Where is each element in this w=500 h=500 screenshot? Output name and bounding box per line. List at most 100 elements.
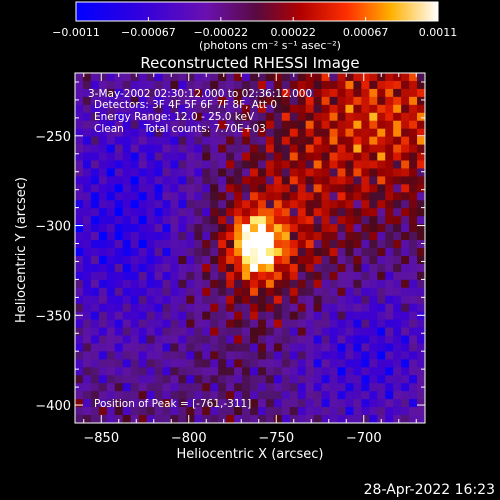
heatmap-cell bbox=[202, 383, 211, 392]
heatmap-cell bbox=[75, 399, 84, 408]
heatmap-cell bbox=[353, 255, 362, 265]
heatmap-cell bbox=[289, 144, 299, 154]
heatmap-cell bbox=[377, 152, 386, 162]
heatmap-cell bbox=[369, 112, 378, 122]
heatmap-cell bbox=[313, 319, 323, 329]
heatmap-cell bbox=[75, 367, 84, 376]
heatmap-cell bbox=[321, 407, 331, 416]
heatmap-cell bbox=[297, 248, 307, 257]
heatmap-cell bbox=[289, 399, 299, 408]
heatmap-cell bbox=[265, 359, 275, 368]
heatmap-cell bbox=[186, 224, 195, 233]
heatmap-cell bbox=[202, 311, 211, 321]
heatmap-cell bbox=[361, 359, 370, 368]
heatmap-cell bbox=[242, 144, 251, 154]
heatmap-cell bbox=[361, 224, 370, 233]
heatmap-cell bbox=[377, 319, 386, 329]
heatmap-cell bbox=[178, 383, 187, 392]
heatmap-cell bbox=[178, 208, 187, 217]
heatmap-cell bbox=[265, 303, 275, 313]
heatmap-cell bbox=[329, 351, 339, 360]
heatmap-cell bbox=[90, 168, 100, 177]
heatmap-cell bbox=[218, 359, 227, 368]
heatmap-cell bbox=[178, 224, 187, 233]
heatmap-cell bbox=[321, 359, 331, 368]
heatmap-cell bbox=[377, 73, 386, 82]
heatmap-cell bbox=[75, 287, 84, 297]
heatmap-cell bbox=[345, 263, 354, 273]
heatmap-cell bbox=[242, 232, 251, 241]
heatmap-cell bbox=[313, 200, 323, 209]
heatmap-cell bbox=[178, 271, 187, 281]
heatmap-cell bbox=[146, 407, 156, 416]
heatmap-cell bbox=[353, 343, 362, 352]
heatmap-cell bbox=[281, 152, 291, 162]
heatmap-cell bbox=[114, 73, 124, 82]
heatmap-cell bbox=[75, 327, 84, 337]
heatmap-cell bbox=[202, 128, 211, 138]
heatmap-cell bbox=[106, 168, 116, 177]
heatmap-cell bbox=[154, 136, 164, 146]
heatmap-cell bbox=[417, 240, 425, 249]
heatmap-cell bbox=[273, 279, 283, 289]
heatmap-cell bbox=[154, 327, 164, 337]
heatmap-cell bbox=[281, 136, 291, 146]
heatmap-cell bbox=[90, 295, 100, 305]
heatmap-cell bbox=[345, 112, 354, 122]
heatmap-cell bbox=[265, 200, 275, 209]
heatmap-cell bbox=[226, 263, 235, 273]
heatmap-cell bbox=[297, 104, 307, 114]
heatmap-cell bbox=[202, 287, 211, 297]
heatmap-cell bbox=[162, 359, 172, 368]
heatmap-cell bbox=[98, 216, 108, 225]
heatmap-cell bbox=[385, 232, 394, 241]
heatmap-cell bbox=[186, 335, 195, 345]
heatmap-cell bbox=[90, 351, 100, 360]
heatmap-cell bbox=[401, 152, 410, 162]
heatmap-cell bbox=[361, 152, 370, 162]
heatmap-cell bbox=[114, 128, 124, 138]
heatmap-cell bbox=[186, 351, 195, 360]
heatmap-cell bbox=[377, 96, 386, 106]
heatmap-cell bbox=[265, 224, 275, 233]
heatmap-cell bbox=[98, 112, 108, 122]
heatmap-cell bbox=[329, 263, 339, 273]
heatmap-cell bbox=[170, 88, 179, 98]
heatmap-cell bbox=[114, 192, 124, 201]
heatmap-cell bbox=[146, 144, 156, 154]
heatmap-cell bbox=[329, 200, 339, 209]
heatmap-cell bbox=[409, 88, 418, 98]
heatmap-cell bbox=[409, 279, 418, 289]
heatmap-cell bbox=[250, 375, 259, 384]
heatmap-cell bbox=[218, 112, 227, 122]
heatmap-cell bbox=[202, 375, 211, 384]
heatmap-cell bbox=[250, 136, 259, 146]
heatmap-cell bbox=[305, 240, 315, 249]
heatmap-cell bbox=[154, 88, 164, 98]
heatmap-cell bbox=[345, 383, 354, 392]
heatmap-cell bbox=[114, 407, 124, 416]
heatmap-cell bbox=[90, 271, 100, 281]
heatmap-cell bbox=[385, 279, 394, 289]
heatmap-cell bbox=[106, 343, 116, 352]
heatmap-cell bbox=[257, 279, 267, 289]
heatmap-cell bbox=[409, 232, 418, 241]
heatmap-cell bbox=[122, 263, 132, 273]
heatmap-cell bbox=[401, 200, 410, 209]
heatmap-cell bbox=[337, 415, 347, 423]
heatmap-cell bbox=[297, 160, 307, 170]
heatmap-cell bbox=[313, 240, 323, 249]
heatmap-cell bbox=[329, 104, 339, 114]
heatmap-cell bbox=[98, 407, 108, 416]
heatmap-cell bbox=[417, 407, 425, 416]
heatmap-cell bbox=[313, 136, 323, 146]
heatmap-cell bbox=[377, 367, 386, 376]
heatmap-cell bbox=[210, 248, 219, 257]
heatmap-cell bbox=[377, 327, 386, 337]
heatmap-cell bbox=[313, 367, 323, 376]
heatmap-cell bbox=[409, 224, 418, 233]
heatmap-cell bbox=[210, 176, 219, 185]
heatmap-cell bbox=[90, 192, 100, 201]
heatmap-cell bbox=[186, 240, 195, 249]
heatmap-cell bbox=[138, 415, 148, 423]
